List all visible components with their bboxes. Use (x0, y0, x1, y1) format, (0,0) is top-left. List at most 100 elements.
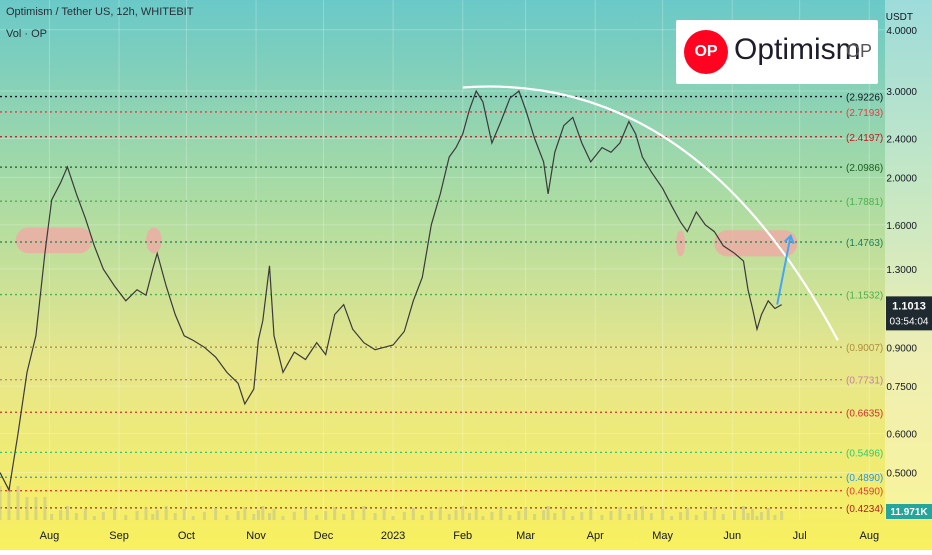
volume-bar (351, 510, 355, 520)
volume-bar (164, 506, 168, 520)
level-label: (0.7731) (846, 376, 883, 387)
volume-bar (746, 513, 750, 520)
volume-bar (303, 508, 307, 520)
volume-bar (16, 486, 20, 520)
price-axis-panel[interactable] (885, 0, 932, 520)
volume-bar (113, 508, 117, 520)
volume-bar (236, 511, 240, 520)
volume-bar (580, 512, 584, 520)
x-tick-label: May (652, 530, 673, 542)
volume-bar (191, 516, 195, 520)
volume-bar (324, 511, 328, 520)
volume-value-label: 11.971K (890, 507, 928, 518)
volume-bar (733, 510, 737, 520)
volume-bar (546, 506, 550, 520)
volume-bar (679, 512, 683, 520)
level-label: (0.6635) (846, 408, 883, 419)
volume-bar (429, 511, 433, 520)
volume-bar (766, 508, 770, 520)
volume-bar (202, 512, 206, 520)
y-tick-label: 2.0000 (886, 173, 917, 184)
volume-bar (703, 511, 707, 520)
chart-title: Optimism / Tether US, 12h, WHITEBIT (6, 6, 194, 18)
x-tick-label: Oct (178, 530, 195, 542)
volume-bar (391, 516, 395, 520)
resistance-zone (146, 227, 162, 254)
volume-bar (124, 515, 128, 520)
volume-bar (609, 511, 613, 520)
volume-bar (144, 507, 148, 520)
volume-bar (333, 507, 337, 520)
volume-bar (562, 509, 566, 520)
volume-bar (438, 507, 442, 520)
volume-bar (155, 510, 159, 520)
volume-bar (447, 514, 451, 520)
volume-bar (670, 516, 674, 520)
projection-arrow-head (783, 233, 795, 245)
volume-bar (542, 510, 546, 520)
x-tick-label: Feb (453, 530, 472, 542)
volume-bar (467, 513, 471, 520)
resistance-zone (15, 227, 93, 254)
volume-bar (92, 516, 96, 520)
volume-bar (151, 514, 155, 520)
volume-bar (640, 506, 644, 520)
y-tick-label: 0.5000 (886, 468, 917, 479)
logo-name: Optimism (734, 33, 861, 66)
current-price-box (886, 296, 932, 331)
volume-bar (499, 508, 503, 520)
volume-bar (7, 486, 11, 520)
y-tick-label: 4.0000 (886, 26, 917, 37)
logo-ticker: OP (846, 41, 873, 61)
volume-bar (402, 512, 406, 520)
volume-bar (315, 515, 319, 520)
volume-bar (759, 512, 763, 520)
volume-bar (627, 514, 631, 520)
volume-bar (618, 507, 622, 520)
resistance-zone (676, 230, 686, 257)
volume-bar (474, 509, 478, 520)
x-tick-label: Nov (246, 530, 266, 542)
volume-bar (261, 506, 265, 520)
level-label: (2.4197) (846, 133, 883, 144)
volume-bar (135, 511, 139, 520)
volume-bar (173, 513, 177, 520)
volume-bar (524, 507, 528, 520)
x-tick-label: Mar (516, 530, 535, 542)
countdown-label: 03:54:04 (890, 316, 929, 327)
volume-bar (256, 510, 260, 520)
volume-bar (342, 514, 346, 520)
volume-bar (517, 511, 521, 520)
x-tick-label: Jun (723, 530, 741, 542)
x-tick-label: Apr (587, 530, 604, 542)
y-tick-label: 0.7500 (886, 382, 917, 393)
volume-bar (649, 513, 653, 520)
level-label: (0.9007) (846, 343, 883, 354)
y-tick-label: 0.9000 (886, 343, 917, 354)
volume-bar (773, 515, 777, 520)
current-price-label: 1.1013 (892, 300, 926, 312)
volume-bar (712, 507, 716, 520)
y-tick-label: 2.4000 (886, 135, 917, 146)
volume-bar (755, 516, 759, 520)
level-label: (2.7193) (846, 108, 883, 119)
level-label: (0.4890) (846, 473, 883, 484)
volume-bar (373, 513, 377, 520)
y-axis-currency: USDT (886, 12, 913, 23)
volume-bar (411, 508, 415, 520)
volume-indicator-label[interactable]: Vol · OP (6, 28, 47, 40)
resistance-zone (714, 230, 798, 257)
level-label: (0.4234) (846, 504, 883, 515)
volume-bar (685, 508, 689, 520)
volume-bar (694, 515, 698, 520)
volume-value-box (886, 504, 932, 519)
volume-bar (600, 515, 604, 520)
volume-bar (272, 509, 276, 520)
volume-bar (382, 509, 386, 520)
y-tick-label: 0.6000 (886, 430, 917, 441)
level-label: (0.5496) (846, 448, 883, 459)
downtrend-arc (462, 85, 839, 341)
